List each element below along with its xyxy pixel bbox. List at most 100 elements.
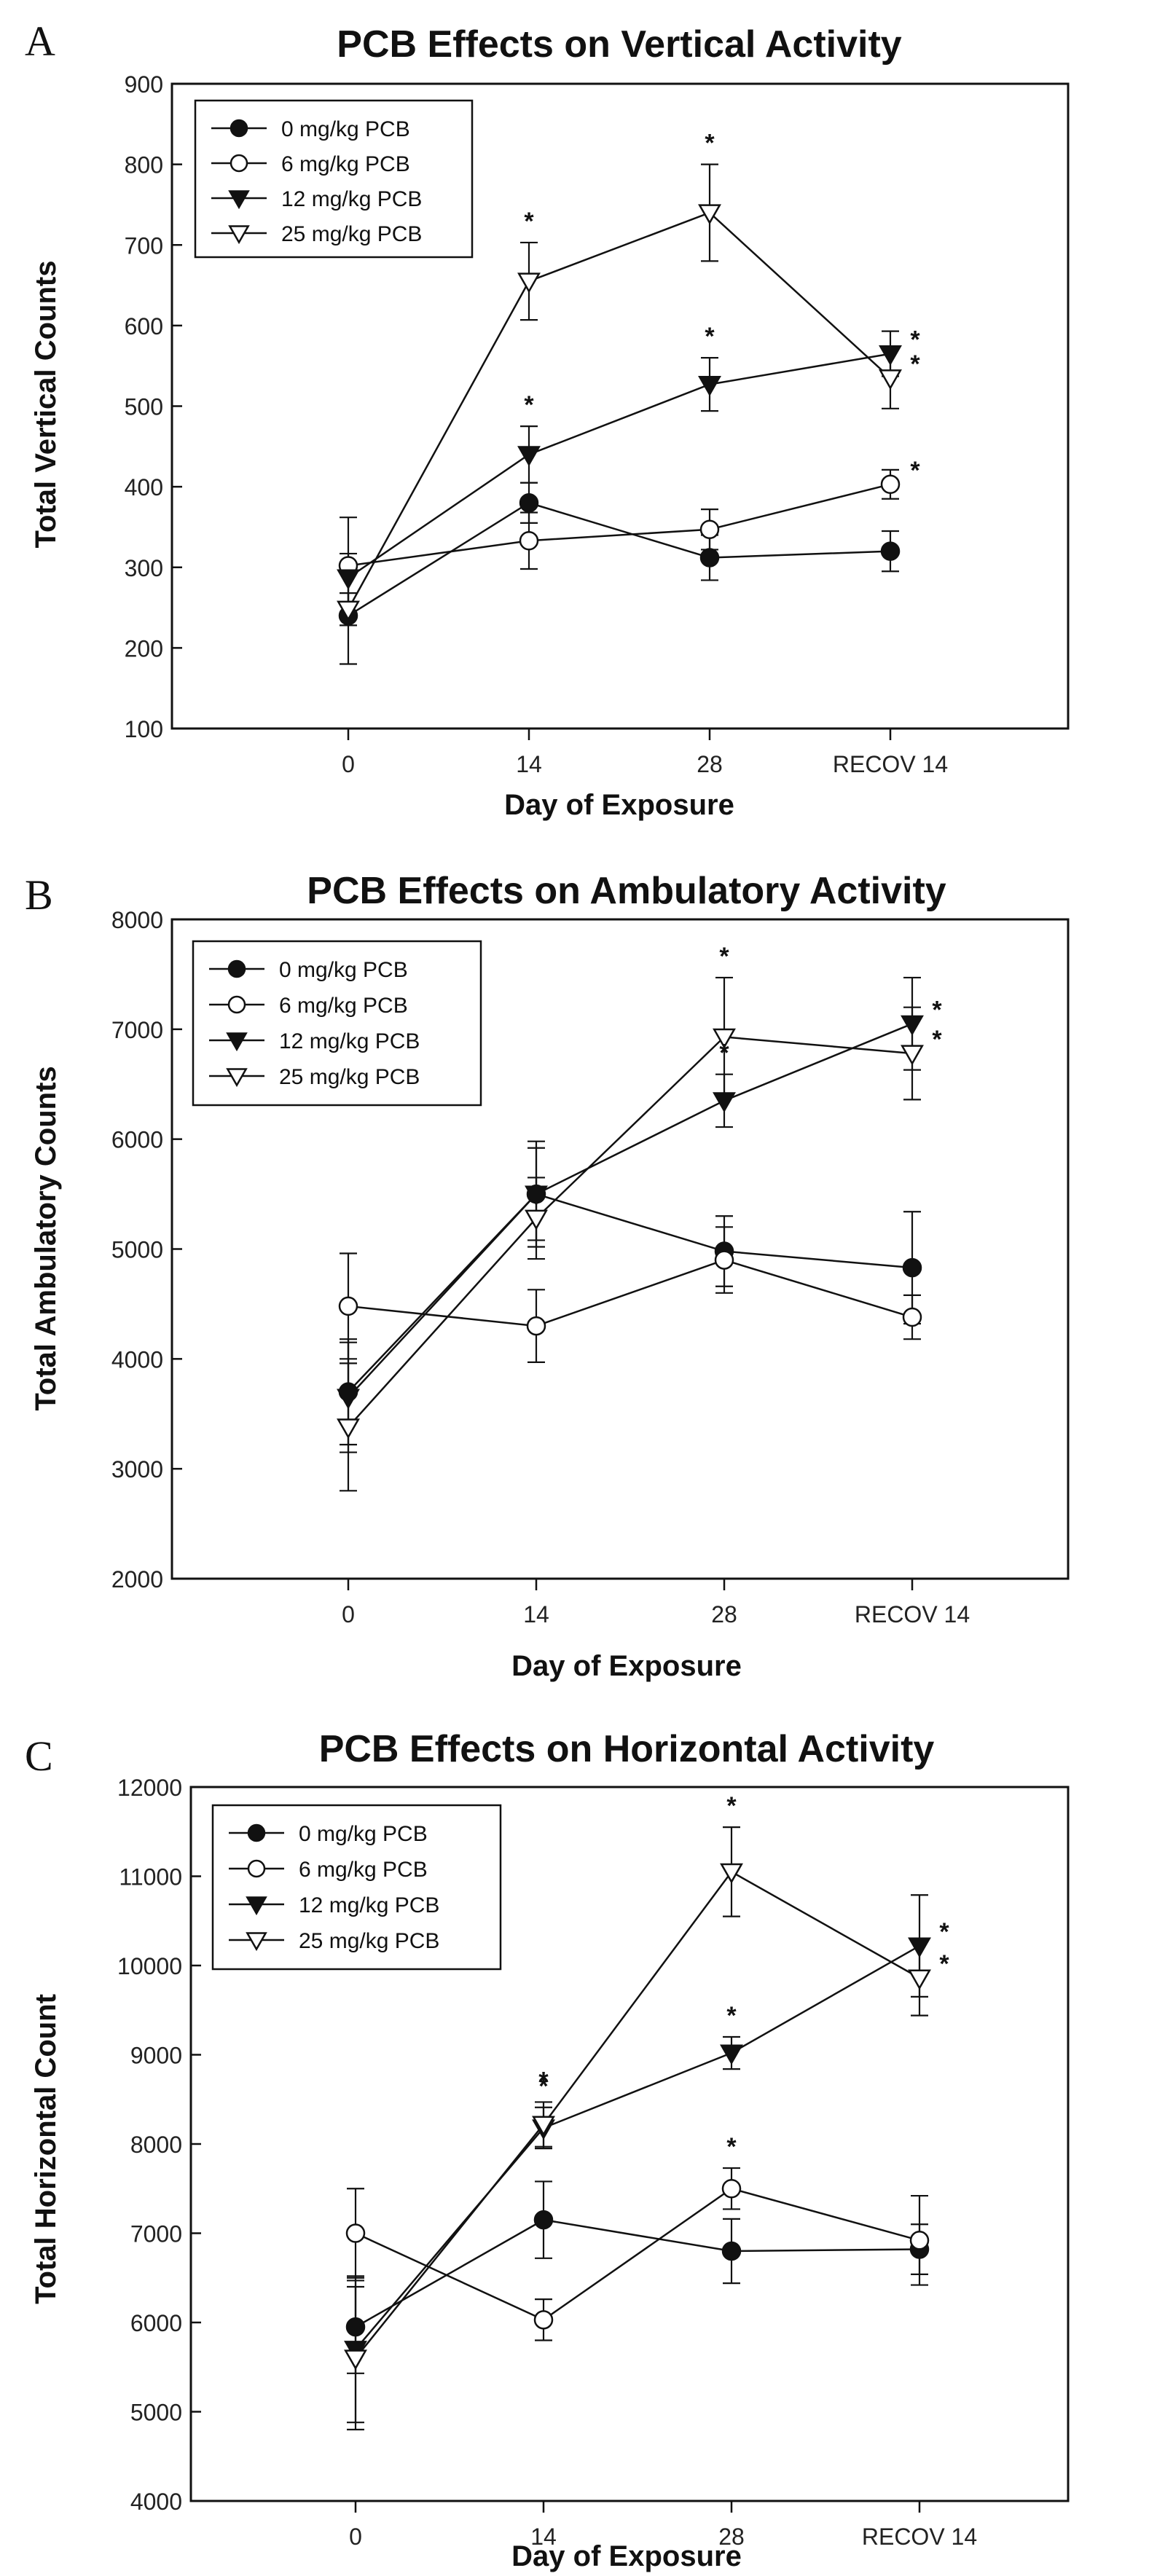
chart2-ytick-label: 9000 — [130, 2043, 182, 2069]
chart0-legend-label: 12 mg/kg PCB — [281, 187, 422, 211]
chart2-series-3-sig: * — [726, 1792, 737, 1820]
chart0-series-2-point — [517, 446, 541, 467]
chart1-legend-label: 25 mg/kg PCB — [279, 1065, 420, 1089]
chart0-series-1-point — [699, 519, 720, 540]
chart2-series-2-point — [720, 2044, 743, 2065]
panel-c-plot: 4000 5000 6000 7000 8000 9000 10000 11000 12000 0… — [117, 1775, 977, 2550]
panel-c-ylabel: Total Horizontal Count — [30, 1994, 62, 2304]
chart2-xtick-label: 0 — [349, 2524, 362, 2550]
panel-b-label: B — [25, 871, 53, 919]
panel-c: C PCB Effects on Horizontal Activity Tot… — [25, 1728, 1070, 2572]
chart2-series-2-sig: * — [939, 1918, 949, 1946]
chart0-series-2-point — [879, 345, 902, 366]
chart0-series-1-point — [519, 530, 539, 551]
chart2-ytick-label: 8000 — [130, 2132, 182, 2158]
panel-b-title: PCB Effects on Ambulatory Activity — [307, 870, 946, 912]
chart2-series-0-point — [721, 2241, 742, 2261]
chart0-series-2-line — [348, 353, 891, 579]
chart0-ytick-label: 400 — [125, 474, 163, 500]
chart1-ytick-label: 7000 — [111, 1017, 163, 1043]
chart0-series-3-line — [347, 211, 891, 610]
chart1-ytick-label: 4000 — [111, 1346, 163, 1373]
chart1-series-2-point — [713, 1092, 736, 1113]
chart1-legend-marker — [227, 959, 246, 978]
chart1-series-1-line — [348, 1259, 913, 1327]
chart1-series-3-point — [713, 1028, 736, 1049]
chart0-legend-marker — [230, 154, 248, 173]
chart1-legend: 0 mg/kg PCB 6 mg/kg PCB 12 mg/kg PCB 25 mg/… — [192, 940, 482, 1107]
chart1-series-3-point — [525, 1209, 548, 1230]
panel-a-title: PCB Effects on Vertical Activity — [337, 23, 902, 66]
panel-a-xlabel: Day of Exposure — [504, 789, 734, 821]
panel-b-ylabel: Total Ambulatory Counts — [30, 1066, 62, 1410]
chart0-ytick-label: 500 — [125, 394, 163, 420]
chart2-xtick-label: 14 — [530, 2524, 557, 2550]
chart1-series-3-point — [901, 1045, 924, 1066]
chart0-series-3-sig: * — [524, 208, 534, 235]
chart0-series-2-sig: * — [910, 326, 920, 354]
chart2-legend-label: 25 mg/kg PCB — [299, 1929, 439, 1953]
chart2-ytick-label: 7000 — [130, 2221, 182, 2247]
chart2-series-3-point — [532, 2116, 555, 2137]
chart2-legend: 0 mg/kg PCB 6 mg/kg PCB 12 mg/kg PCB 25 mg/… — [211, 1804, 502, 1971]
chart2-series-3-line — [355, 1870, 920, 2359]
chart2-legend-marker — [246, 1932, 267, 1952]
chart1-series-1-point — [714, 1250, 734, 1270]
panel-c-xlabel: Day of Exposure — [511, 2540, 742, 2572]
chart1-ytick-label: 5000 — [111, 1237, 163, 1263]
chart2-series-1-sig: * — [726, 2133, 737, 2161]
chart0-series-0-point — [699, 548, 720, 568]
chart2-legend-marker — [247, 1823, 266, 1842]
chart0-series-2-sig: * — [705, 323, 715, 350]
chart0-series-3-point — [517, 272, 541, 294]
chart1-legend-marker — [226, 1068, 248, 1088]
chart1-series-3-line — [348, 1036, 913, 1428]
chart0-series-0-point — [519, 493, 539, 513]
chart2-legend-marker — [247, 1859, 266, 1878]
chart0-series-3-point — [879, 369, 902, 390]
panel-c-title: PCB Effects on Horizontal Activity — [319, 1728, 935, 1770]
chart2-ytick-label: 6000 — [130, 2310, 182, 2336]
chart1-series-2-sig: * — [719, 1040, 729, 1067]
chart0-series-3-point — [337, 600, 360, 621]
chart1-ytick-label: 2000 — [111, 1566, 163, 1593]
panel-a-ylabel: Total Vertical Counts — [30, 261, 62, 549]
chart2-series-0-point — [533, 2210, 554, 2230]
chart0-xtick-label: RECOV 14 — [833, 751, 948, 777]
chart0-ytick-label: 200 — [125, 635, 163, 661]
chart2-series-2-sig: * — [538, 2073, 549, 2100]
chart2-xtick-label: 28 — [718, 2524, 745, 2550]
chart2-ytick-label: 12000 — [117, 1775, 182, 1801]
chart0-series-2-point — [337, 569, 360, 590]
chart2-legend-label: 6 mg/kg PCB — [299, 1858, 428, 1882]
chart0-legend-marker — [228, 225, 250, 245]
chart1-series-1-point — [902, 1307, 922, 1327]
chart1-legend-label: 0 mg/kg PCB — [279, 958, 408, 982]
chart0-legend-label: 6 mg/kg PCB — [281, 152, 410, 176]
chart0-legend-marker — [228, 190, 250, 210]
chart0-series-2-point — [698, 376, 721, 396]
chart1-ytick-label: 8000 — [111, 907, 163, 933]
chart1-series-1-point — [526, 1316, 546, 1336]
chart1-series-3-point — [337, 1418, 360, 1440]
chart0-series-1-point — [880, 474, 901, 495]
chart0-series-0-line — [348, 501, 891, 617]
chart2-series-2-sig: * — [726, 2002, 737, 2030]
chart0-ytick-label: 300 — [125, 555, 163, 581]
chart1-series-3-sig: * — [719, 943, 729, 970]
chart0-ytick-label: 800 — [125, 152, 163, 178]
chart1-legend-marker — [227, 995, 246, 1014]
chart1-series-2-point — [901, 1015, 924, 1036]
chart1-legend-label: 6 mg/kg PCB — [279, 994, 408, 1018]
chart1-ytick-label: 3000 — [111, 1456, 163, 1483]
chart0-ytick-label: 700 — [125, 232, 163, 259]
chart2-legend-label: 0 mg/kg PCB — [299, 1822, 428, 1846]
chart2-series-3-point — [720, 1863, 743, 1884]
chart0-legend: 0 mg/kg PCB 6 mg/kg PCB 12 mg/kg PCB 25 mg/… — [194, 99, 474, 259]
chart2-series-1-point — [721, 2179, 742, 2199]
chart2-ytick-label: 4000 — [130, 2489, 182, 2515]
chart0-legend-label: 0 mg/kg PCB — [281, 117, 410, 141]
chart1-series-3-sig: * — [932, 1026, 942, 1053]
chart0-ytick-label: 100 — [125, 716, 163, 742]
chart2-series-1-line — [355, 2187, 920, 2321]
